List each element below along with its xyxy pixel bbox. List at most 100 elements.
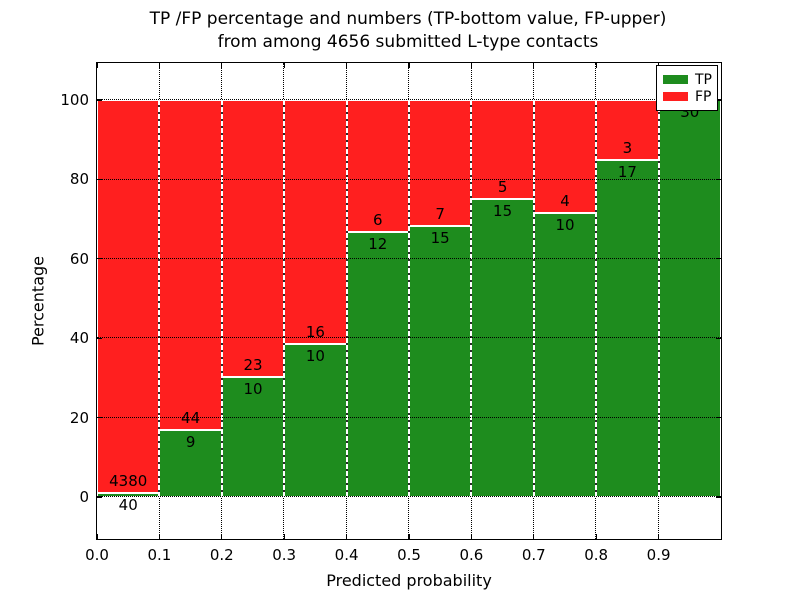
fp-bar-segment [97, 100, 160, 494]
fp-count-label: 16 [305, 323, 325, 342]
y-tick-label: 80 [69, 170, 89, 189]
x-tick-bottom [345, 534, 348, 539]
tp-color-swatch [663, 75, 688, 84]
fp-bar-segment [533, 100, 597, 214]
x-tick-bottom [595, 534, 597, 539]
fp-bar-segment [409, 100, 472, 227]
bar-separator [345, 100, 348, 497]
y-tick-left [97, 178, 102, 181]
plot-area: Predicted probability Percentage 4380 40 4… [29, 62, 722, 590]
x-tick-label: 0.9 [646, 546, 671, 564]
legend-label-tp: TP [695, 71, 712, 88]
x-tick-top [221, 63, 223, 68]
tp-bar-segment [658, 100, 721, 497]
y-tick-left [97, 258, 102, 260]
x-axis-label: Predicted probability [326, 571, 492, 590]
x-tick-label: 0.5 [397, 546, 421, 564]
y-tick-label: 100 [60, 91, 89, 109]
fp-count-label: 23 [243, 355, 263, 374]
fp-count-label: 4380 [109, 472, 148, 491]
y-tick-label: 60 [69, 249, 89, 268]
fp-bar-segment [596, 100, 659, 160]
bar-separator [595, 100, 598, 497]
fp-color-swatch [663, 92, 688, 101]
x-tick-top [595, 63, 597, 68]
x-tick-top [158, 63, 161, 68]
x-tick-label: 0.8 [584, 546, 609, 564]
x-tick-label: 0.3 [272, 546, 297, 564]
y-tick-label: 40 [69, 329, 89, 348]
x-tick-bottom [408, 534, 410, 539]
bar-separator [158, 100, 161, 497]
x-tick-label: 0.1 [147, 546, 172, 564]
fp-count-label: 3 [622, 138, 633, 157]
tp-count-label: 17 [617, 162, 637, 181]
fp-count-label: 6 [373, 211, 383, 230]
bar-separator [532, 100, 535, 497]
chart-title-line1: TP /FP percentage and numbers (TP-bottom… [149, 9, 667, 29]
x-tick-top [96, 63, 98, 68]
x-tick-label: 0.0 [85, 546, 109, 564]
x-tick-bottom [533, 534, 535, 539]
x-tick-label: 0.2 [209, 546, 234, 564]
horizontal-gridline [97, 337, 721, 339]
bar-separator [408, 100, 410, 497]
bar-separator [220, 100, 223, 497]
legend-label-fp: FP [695, 88, 712, 105]
y-tick-right [716, 99, 721, 101]
chart-title-line2: from among 4656 submitted L-type contact… [217, 32, 599, 52]
x-tick-label: 0.4 [334, 546, 359, 564]
x-tick-bottom [283, 534, 285, 539]
y-tick-left [97, 416, 102, 419]
fp-count-label: 4 [560, 192, 570, 211]
tp-count-label: 40 [118, 496, 138, 515]
tp-count-label: 9 [185, 432, 196, 451]
x-tick-top [345, 63, 348, 68]
y-tick-label: 0 [79, 488, 89, 506]
x-tick-bottom [657, 534, 660, 539]
y-tick-right [716, 337, 721, 339]
x-tick-label: 0.7 [521, 546, 546, 564]
tp-count-label: 10 [243, 379, 263, 398]
tp-count-label: 10 [555, 216, 575, 235]
x-tick-top [470, 63, 473, 68]
horizontal-gridline [97, 99, 721, 101]
tp-count-label: 15 [493, 202, 513, 221]
y-tick-right [716, 258, 721, 260]
tp-bar-segment [409, 226, 472, 497]
tp-count-label: 15 [430, 229, 450, 248]
y-tick-left [97, 99, 102, 101]
tp-bar-segment [533, 213, 597, 497]
x-tick-top [283, 63, 285, 68]
x-tick-top [533, 63, 535, 68]
fp-bar-segment [471, 100, 534, 200]
tp-count-label: 10 [305, 347, 325, 366]
x-tick-bottom [158, 534, 161, 539]
y-tick-right [716, 178, 721, 181]
x-tick-bottom [470, 534, 473, 539]
fp-count-label: 7 [435, 205, 445, 224]
horizontal-gridline [97, 258, 721, 259]
y-tick-left [97, 337, 102, 339]
bar-separator [283, 100, 286, 497]
legend-item-fp: FP [663, 88, 712, 105]
fp-count-label: 44 [181, 408, 201, 427]
bar-separator [470, 100, 473, 497]
horizontal-gridline [97, 416, 721, 418]
x-tick-bottom [221, 534, 223, 539]
horizontal-gridline [97, 496, 721, 498]
legend: TP FP [656, 65, 718, 111]
x-tick-bottom [96, 534, 98, 539]
bar-separator [657, 100, 660, 497]
x-tick-top [408, 63, 410, 68]
y-axis-label: Percentage [28, 255, 48, 347]
fp-count-label: 5 [497, 178, 508, 197]
y-tick-right [716, 496, 721, 498]
horizontal-gridline [97, 178, 721, 180]
y-tick-right [716, 416, 721, 419]
tp-bar-segment [284, 344, 347, 497]
tp-count-label: 12 [368, 235, 388, 254]
legend-item-tp: TP [663, 71, 712, 88]
y-tick-label: 20 [69, 408, 89, 427]
